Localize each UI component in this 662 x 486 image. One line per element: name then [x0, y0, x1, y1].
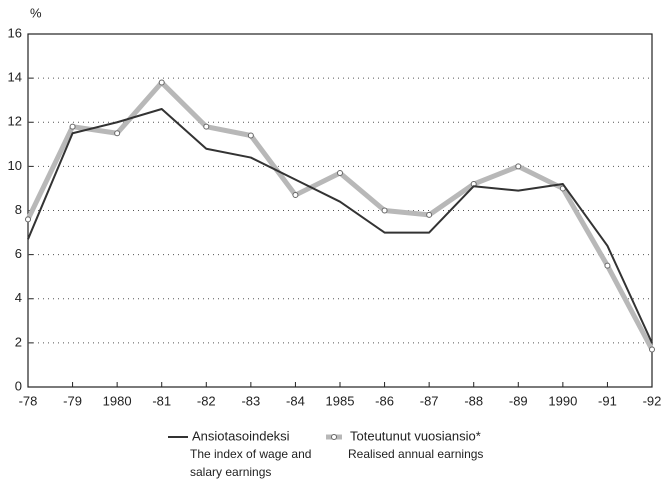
y-tick-label: 12 [8, 114, 22, 129]
point [649, 346, 655, 353]
y-tick-label: 8 [15, 202, 22, 217]
y-tick-label: 2 [15, 334, 22, 349]
point [337, 169, 343, 176]
x-tick-label: -87 [420, 393, 439, 408]
point [25, 216, 31, 223]
x-tick-label: -79 [63, 393, 82, 408]
x-tick-label: -89 [509, 393, 528, 408]
x-tick-label: -92 [643, 393, 662, 408]
series-line [27, 108, 653, 344]
legend-swatch-point [331, 434, 337, 440]
point [381, 207, 388, 214]
x-tick-label: 1980 [103, 393, 132, 408]
legend-description: salary earnings [190, 465, 271, 479]
x-tick-label: -81 [152, 393, 171, 408]
point [114, 130, 121, 137]
y-tick-label: 10 [8, 158, 22, 173]
legend-description: Realised annual earnings [348, 447, 483, 461]
x-tick-label: -86 [375, 393, 394, 408]
point [203, 123, 210, 130]
point [247, 132, 254, 139]
point [604, 262, 611, 269]
point [426, 211, 433, 218]
y-tick-label: 0 [15, 378, 22, 393]
legend-label: Ansiotasoindeksi [192, 428, 290, 443]
x-tick-label: -91 [598, 393, 617, 408]
x-tick-label: -88 [464, 393, 483, 408]
y-tick-label: 4 [15, 290, 22, 305]
point [69, 123, 76, 130]
y-tick-label: 14 [8, 70, 22, 85]
y-tick-label: 16 [8, 25, 22, 40]
point [515, 163, 522, 170]
legend-label: Toteutunut vuosiansio* [350, 428, 481, 443]
point [292, 192, 299, 199]
point [158, 79, 165, 86]
y-tick-label: 6 [15, 246, 22, 261]
x-tick-label: 1985 [326, 393, 355, 408]
x-tick-label: -78 [19, 393, 38, 408]
x-tick-label: -82 [197, 393, 216, 408]
y-axis-label: % [30, 5, 42, 20]
x-tick-label: -84 [286, 393, 305, 408]
x-tick-label: 1990 [548, 393, 577, 408]
legend-description: The index of wage and [190, 447, 311, 461]
x-tick-label: -83 [241, 393, 260, 408]
